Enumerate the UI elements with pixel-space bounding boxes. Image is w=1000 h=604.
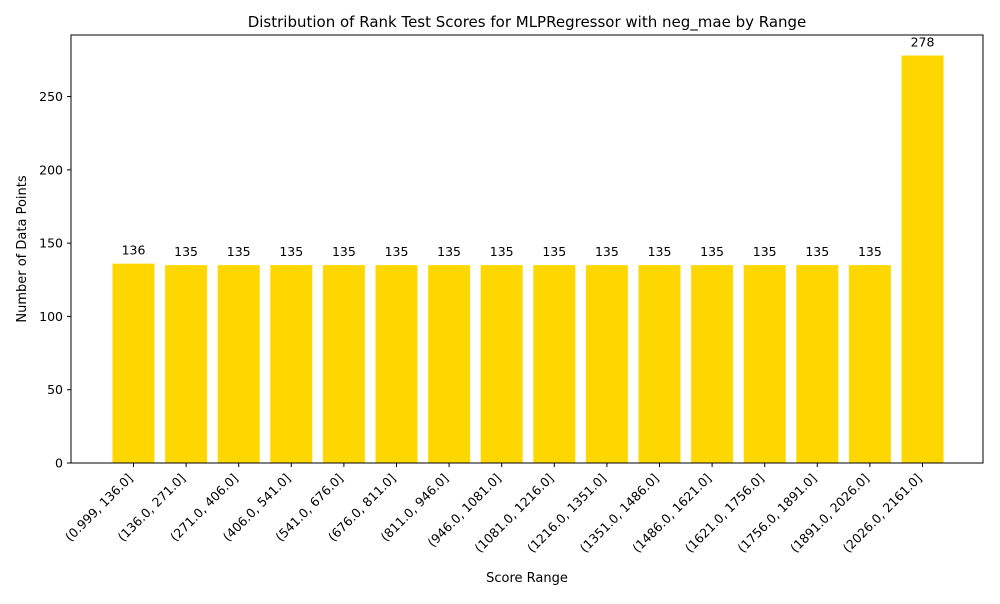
bar-value-label: 135 — [332, 244, 356, 259]
y-tick-label: 100 — [39, 309, 63, 324]
y-tick-label: 150 — [39, 236, 63, 251]
bar-value-label: 135 — [227, 244, 251, 259]
y-tick-label: 50 — [47, 382, 63, 397]
bar — [112, 263, 155, 463]
y-tick-label: 250 — [39, 89, 63, 104]
chart-title: Distribution of Rank Test Scores for MLP… — [248, 13, 807, 32]
bars-layer — [112, 55, 944, 464]
bar — [743, 265, 786, 463]
bar-value-label: 135 — [858, 244, 882, 259]
bar — [165, 265, 208, 463]
value-labels-layer: 136 135 135 135 135 135 135 135 135 135 135 135 135 1… — [122, 35, 935, 260]
bar — [691, 265, 734, 463]
bar — [270, 265, 313, 463]
bar — [217, 265, 260, 463]
bar — [638, 265, 681, 463]
bar-value-label: 135 — [805, 244, 829, 259]
bar-value-label: 135 — [490, 244, 514, 259]
bar — [428, 265, 471, 463]
bar — [796, 265, 839, 463]
bar-value-label: 135 — [174, 244, 198, 259]
bar-value-label: 278 — [911, 35, 935, 50]
plot-frame — [70, 34, 984, 464]
bar — [901, 55, 944, 464]
bar-value-label: 135 — [753, 244, 777, 259]
bar-value-label: 135 — [385, 244, 409, 259]
bar — [585, 265, 628, 463]
bar-value-label: 135 — [700, 244, 724, 259]
bar — [480, 265, 523, 463]
bar — [375, 265, 418, 463]
bar — [322, 265, 365, 463]
bar-value-label: 135 — [542, 244, 566, 259]
bar — [533, 265, 576, 463]
bar-value-label: 136 — [122, 243, 146, 258]
y-axis-label: Number of Data Points — [15, 175, 30, 322]
y-tick-label: 200 — [39, 162, 63, 177]
bar-value-label: 135 — [437, 244, 461, 259]
y-tick-label: 0 — [55, 456, 63, 471]
x-axis-label: Score Range — [486, 571, 568, 586]
bar — [848, 265, 891, 463]
bar-value-label: 135 — [279, 244, 303, 259]
bar-value-label: 135 — [648, 244, 672, 259]
bar-value-label: 135 — [595, 244, 619, 259]
